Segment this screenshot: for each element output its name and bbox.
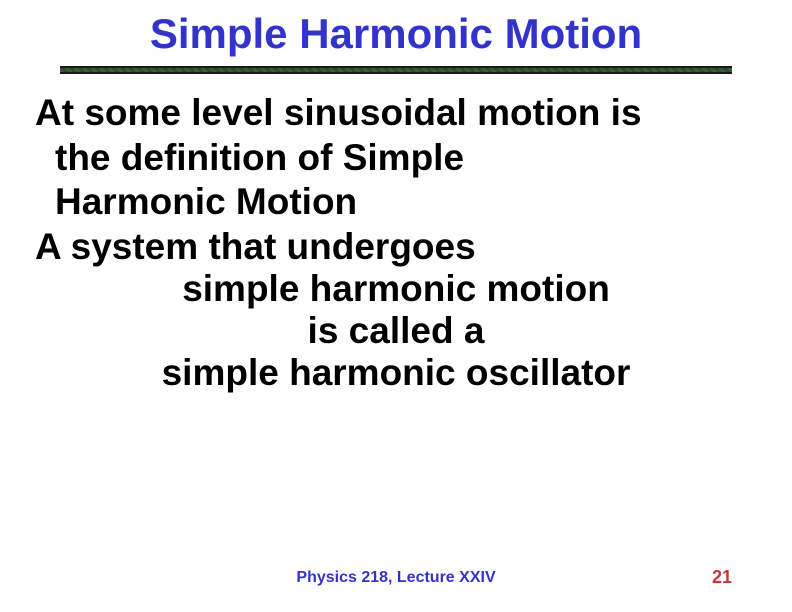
slide-container: Simple Harmonic Motion At some level sin… [0,0,792,612]
body-line-7: simple harmonic oscillator [35,352,757,394]
slide-content: At some level sinusoidal motion is the d… [30,92,762,394]
slide-title: Simple Harmonic Motion [30,10,762,58]
footer-center-text: Physics 218, Lecture XXIV [296,569,495,587]
body-line-6: is called a [35,310,757,352]
body-line-1: At some level sinusoidal motion is [35,92,757,135]
body-line-3: Harmonic Motion [35,181,757,224]
footer-page-number: 21 [712,567,732,588]
body-line-2: the definition of Simple [35,137,757,180]
body-line-5: simple harmonic motion [35,268,757,310]
body-line-4: A system that undergoes [35,226,757,268]
title-divider [60,66,732,74]
slide-footer: Physics 218, Lecture XXIV 21 [0,567,792,588]
